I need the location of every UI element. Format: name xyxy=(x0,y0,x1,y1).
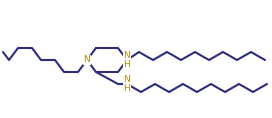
Text: N
H: N H xyxy=(124,75,130,93)
Text: N: N xyxy=(84,55,90,65)
Text: N
H: N H xyxy=(124,51,130,69)
